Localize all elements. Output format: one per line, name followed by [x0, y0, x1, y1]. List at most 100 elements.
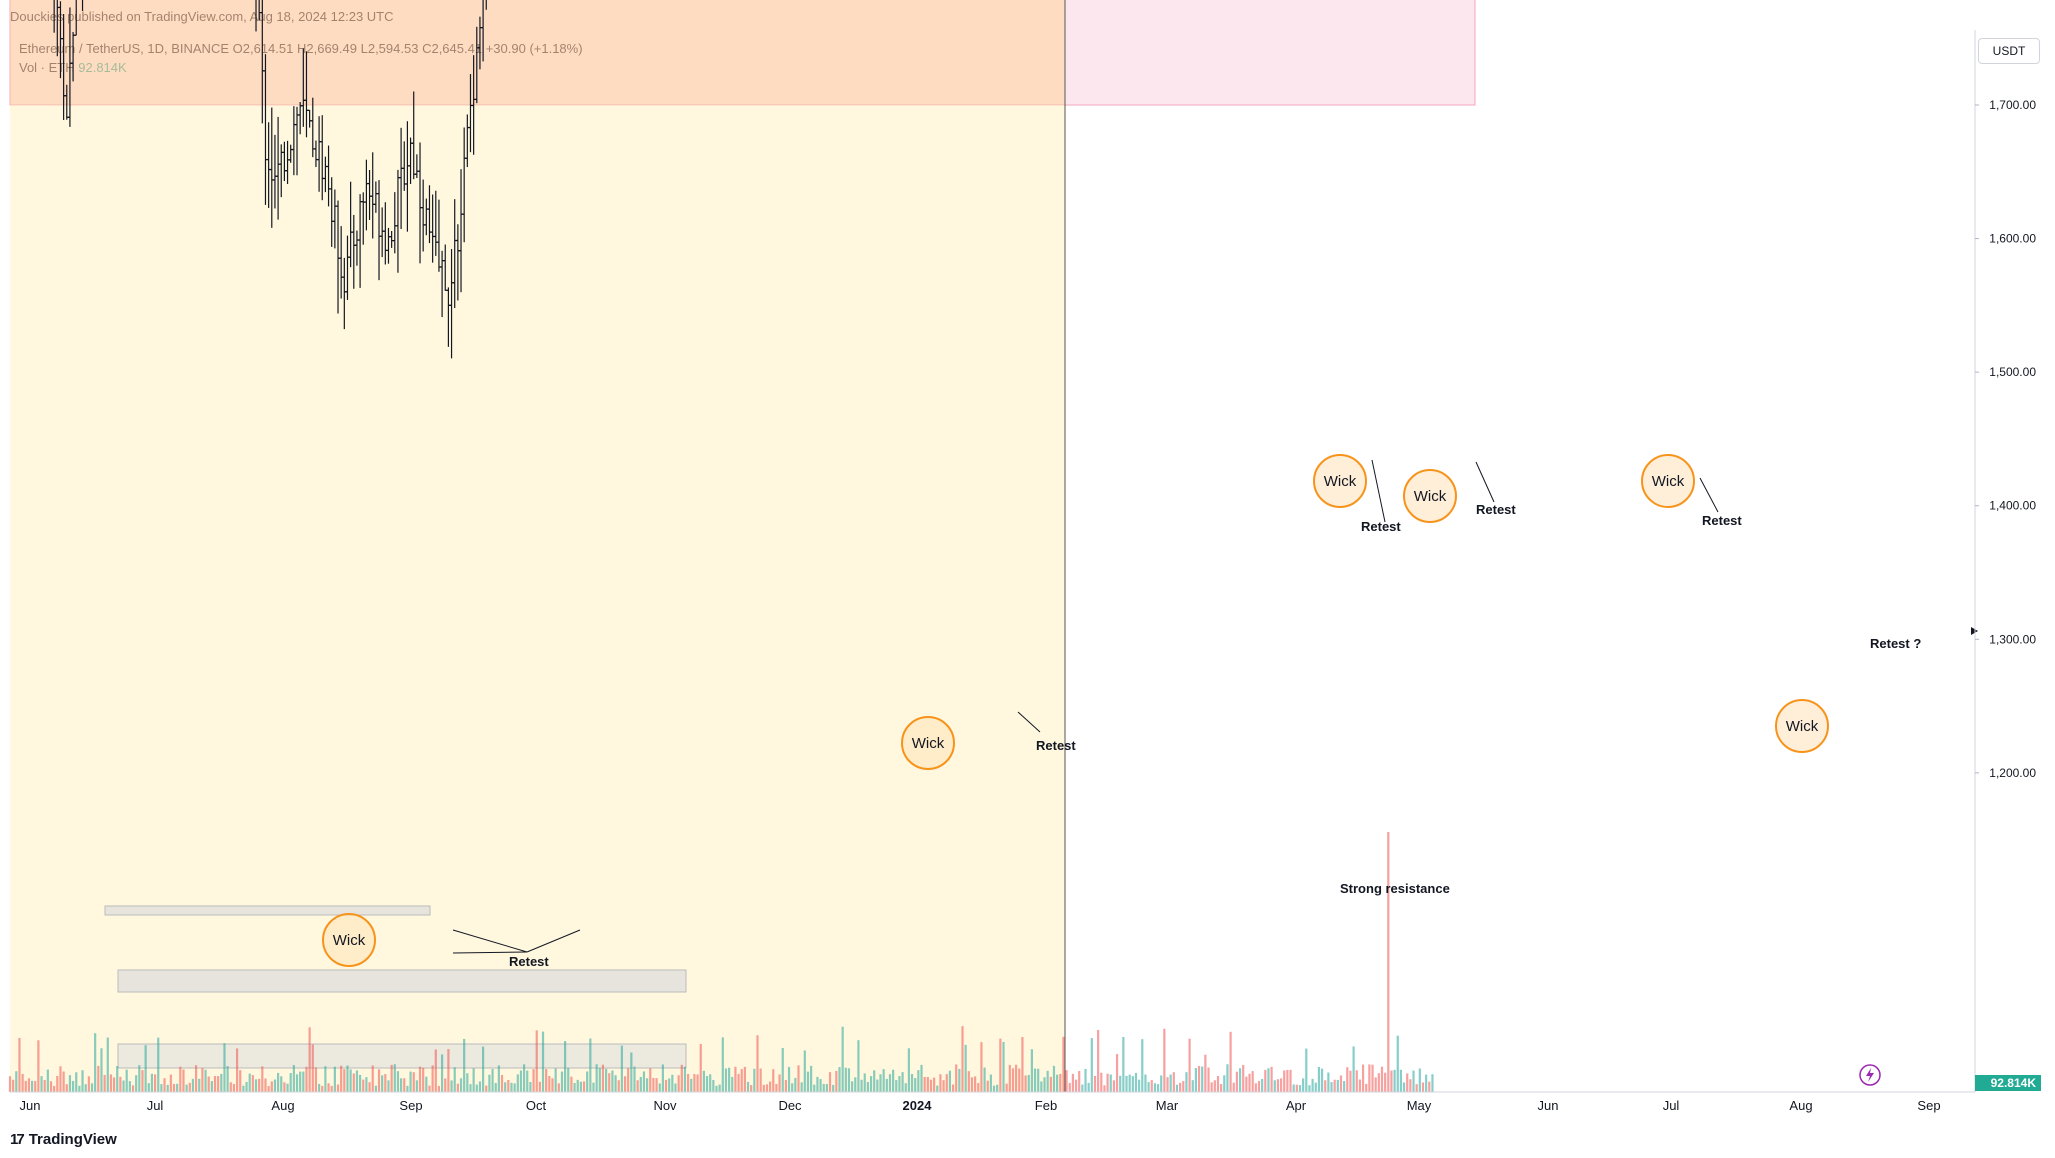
tradingview-logo-icon: 17: [10, 1131, 25, 1148]
annotation-line: [1371, 459, 1386, 523]
volume-bar: [229, 1082, 232, 1092]
volume-bar: [62, 1071, 65, 1092]
volume-bar: [286, 1083, 289, 1092]
volume-bar: [781, 1047, 784, 1092]
volume-bar: [677, 1075, 680, 1092]
volume-bar: [1317, 1066, 1321, 1092]
volume-bar: [986, 1080, 989, 1092]
volume-bar: [945, 1074, 948, 1092]
x-tick-label: Mar: [1156, 1098, 1179, 1113]
volume-bar: [560, 1071, 564, 1092]
volume-bar: [851, 1081, 854, 1092]
volume-bar: [765, 1084, 769, 1092]
volume-bar: [933, 1077, 936, 1092]
volume-bar: [1081, 1084, 1084, 1092]
volume-bar: [447, 1049, 450, 1092]
volume-bar: [879, 1074, 882, 1092]
volume-bar: [510, 1082, 513, 1092]
legend-main-row[interactable]: Ethereum / TetherUS, 1D, BINANCE O2,614.…: [19, 39, 583, 58]
volume-bar: [819, 1079, 822, 1092]
retest-label: Retest: [509, 954, 549, 969]
volume-bar: [488, 1074, 491, 1092]
volume-bar: [280, 1076, 283, 1092]
volume-bar: [955, 1064, 958, 1092]
volume-bar: [1425, 1074, 1428, 1092]
volume-bar: [46, 1069, 49, 1092]
volume-bar: [472, 1068, 475, 1092]
volume-bar: [1201, 1066, 1204, 1092]
volume-bar: [876, 1079, 879, 1092]
volume-bar: [1106, 1073, 1109, 1092]
volume-bar: [1428, 1081, 1431, 1092]
axes-layer: 1,200.00 1,300.00 1,400.00 1,500.00 1,600.00…: [10, 30, 2041, 1113]
volume-bar: [418, 1066, 422, 1092]
y-tick-label: 1,200.00: [1989, 766, 2036, 780]
volume-bar: [513, 1083, 516, 1092]
volume-bar: [794, 1077, 797, 1092]
volume-bar: [188, 1082, 191, 1092]
volume-bar: [456, 1083, 459, 1092]
volume-bar: [1361, 1064, 1365, 1092]
volume-bar: [800, 1082, 803, 1092]
volume-bar: [1264, 1069, 1267, 1092]
volume-bar: [1052, 1065, 1056, 1092]
volume-bar: [535, 1030, 538, 1092]
volume-bar: [65, 1084, 68, 1092]
volume-bar: [996, 1084, 999, 1092]
volume-bar: [841, 1026, 844, 1092]
footer-brand[interactable]: 17 TradingView: [10, 1131, 117, 1148]
volume-bar: [428, 1085, 431, 1092]
volume-bar: [494, 1083, 497, 1092]
volume-bar: [705, 1076, 709, 1092]
currency-button[interactable]: USDT: [1978, 38, 2040, 64]
volume-bar: [377, 1069, 381, 1092]
volume-bar: [346, 1065, 349, 1092]
volume-bar: [1396, 1035, 1399, 1092]
volume-bar: [1298, 1085, 1302, 1092]
volume-bar: [299, 1071, 302, 1092]
volume-bar: [756, 1035, 759, 1092]
wick-circle: [901, 716, 955, 770]
volume-bar: [803, 1050, 806, 1092]
volume-bar: [283, 1082, 286, 1092]
volume-bar: [1144, 1074, 1147, 1092]
x-tick-label: Sep: [399, 1098, 422, 1113]
volume-bar: [863, 1073, 866, 1092]
volume-bar: [866, 1081, 869, 1092]
volume-bar: [828, 1072, 832, 1092]
volume-bar: [753, 1068, 756, 1092]
volume-bar: [1289, 1069, 1292, 1092]
volume-bar: [1182, 1081, 1185, 1092]
volume-bar: [1169, 1074, 1172, 1092]
volume-bar: [895, 1080, 898, 1092]
volume-bar: [598, 1068, 601, 1092]
volume-bar: [548, 1075, 551, 1092]
volume-bar: [709, 1074, 712, 1092]
volume-bar: [797, 1065, 800, 1092]
retest-label: Retest: [1476, 502, 1516, 517]
volume-bar: [523, 1064, 526, 1092]
volume-bar: [1122, 1037, 1125, 1092]
annotation-line: [1475, 461, 1495, 503]
grey-box-3: [117, 1043, 687, 1069]
wick-circle: [322, 913, 376, 967]
volume-bar: [854, 1077, 857, 1092]
volume-bar: [545, 1069, 548, 1092]
volume-bar: [94, 1033, 97, 1092]
volume-bar: [1371, 1064, 1374, 1092]
volume-bar: [627, 1068, 630, 1092]
volume-bar: [1156, 1084, 1160, 1092]
volume-bar: [970, 1077, 974, 1092]
volume-bar: [172, 1083, 176, 1092]
wick-label: Wick: [333, 932, 366, 949]
volume-bar: [390, 1064, 393, 1092]
x-tick-label: May: [1407, 1098, 1432, 1113]
volume-bar: [737, 1073, 740, 1092]
volume-bar: [1245, 1076, 1248, 1092]
volume-bar: [898, 1076, 901, 1092]
volume-bar: [8, 1076, 12, 1092]
volume-bar: [1033, 1068, 1037, 1092]
volume-bar: [746, 1081, 750, 1092]
volume-bar: [1270, 1066, 1273, 1092]
